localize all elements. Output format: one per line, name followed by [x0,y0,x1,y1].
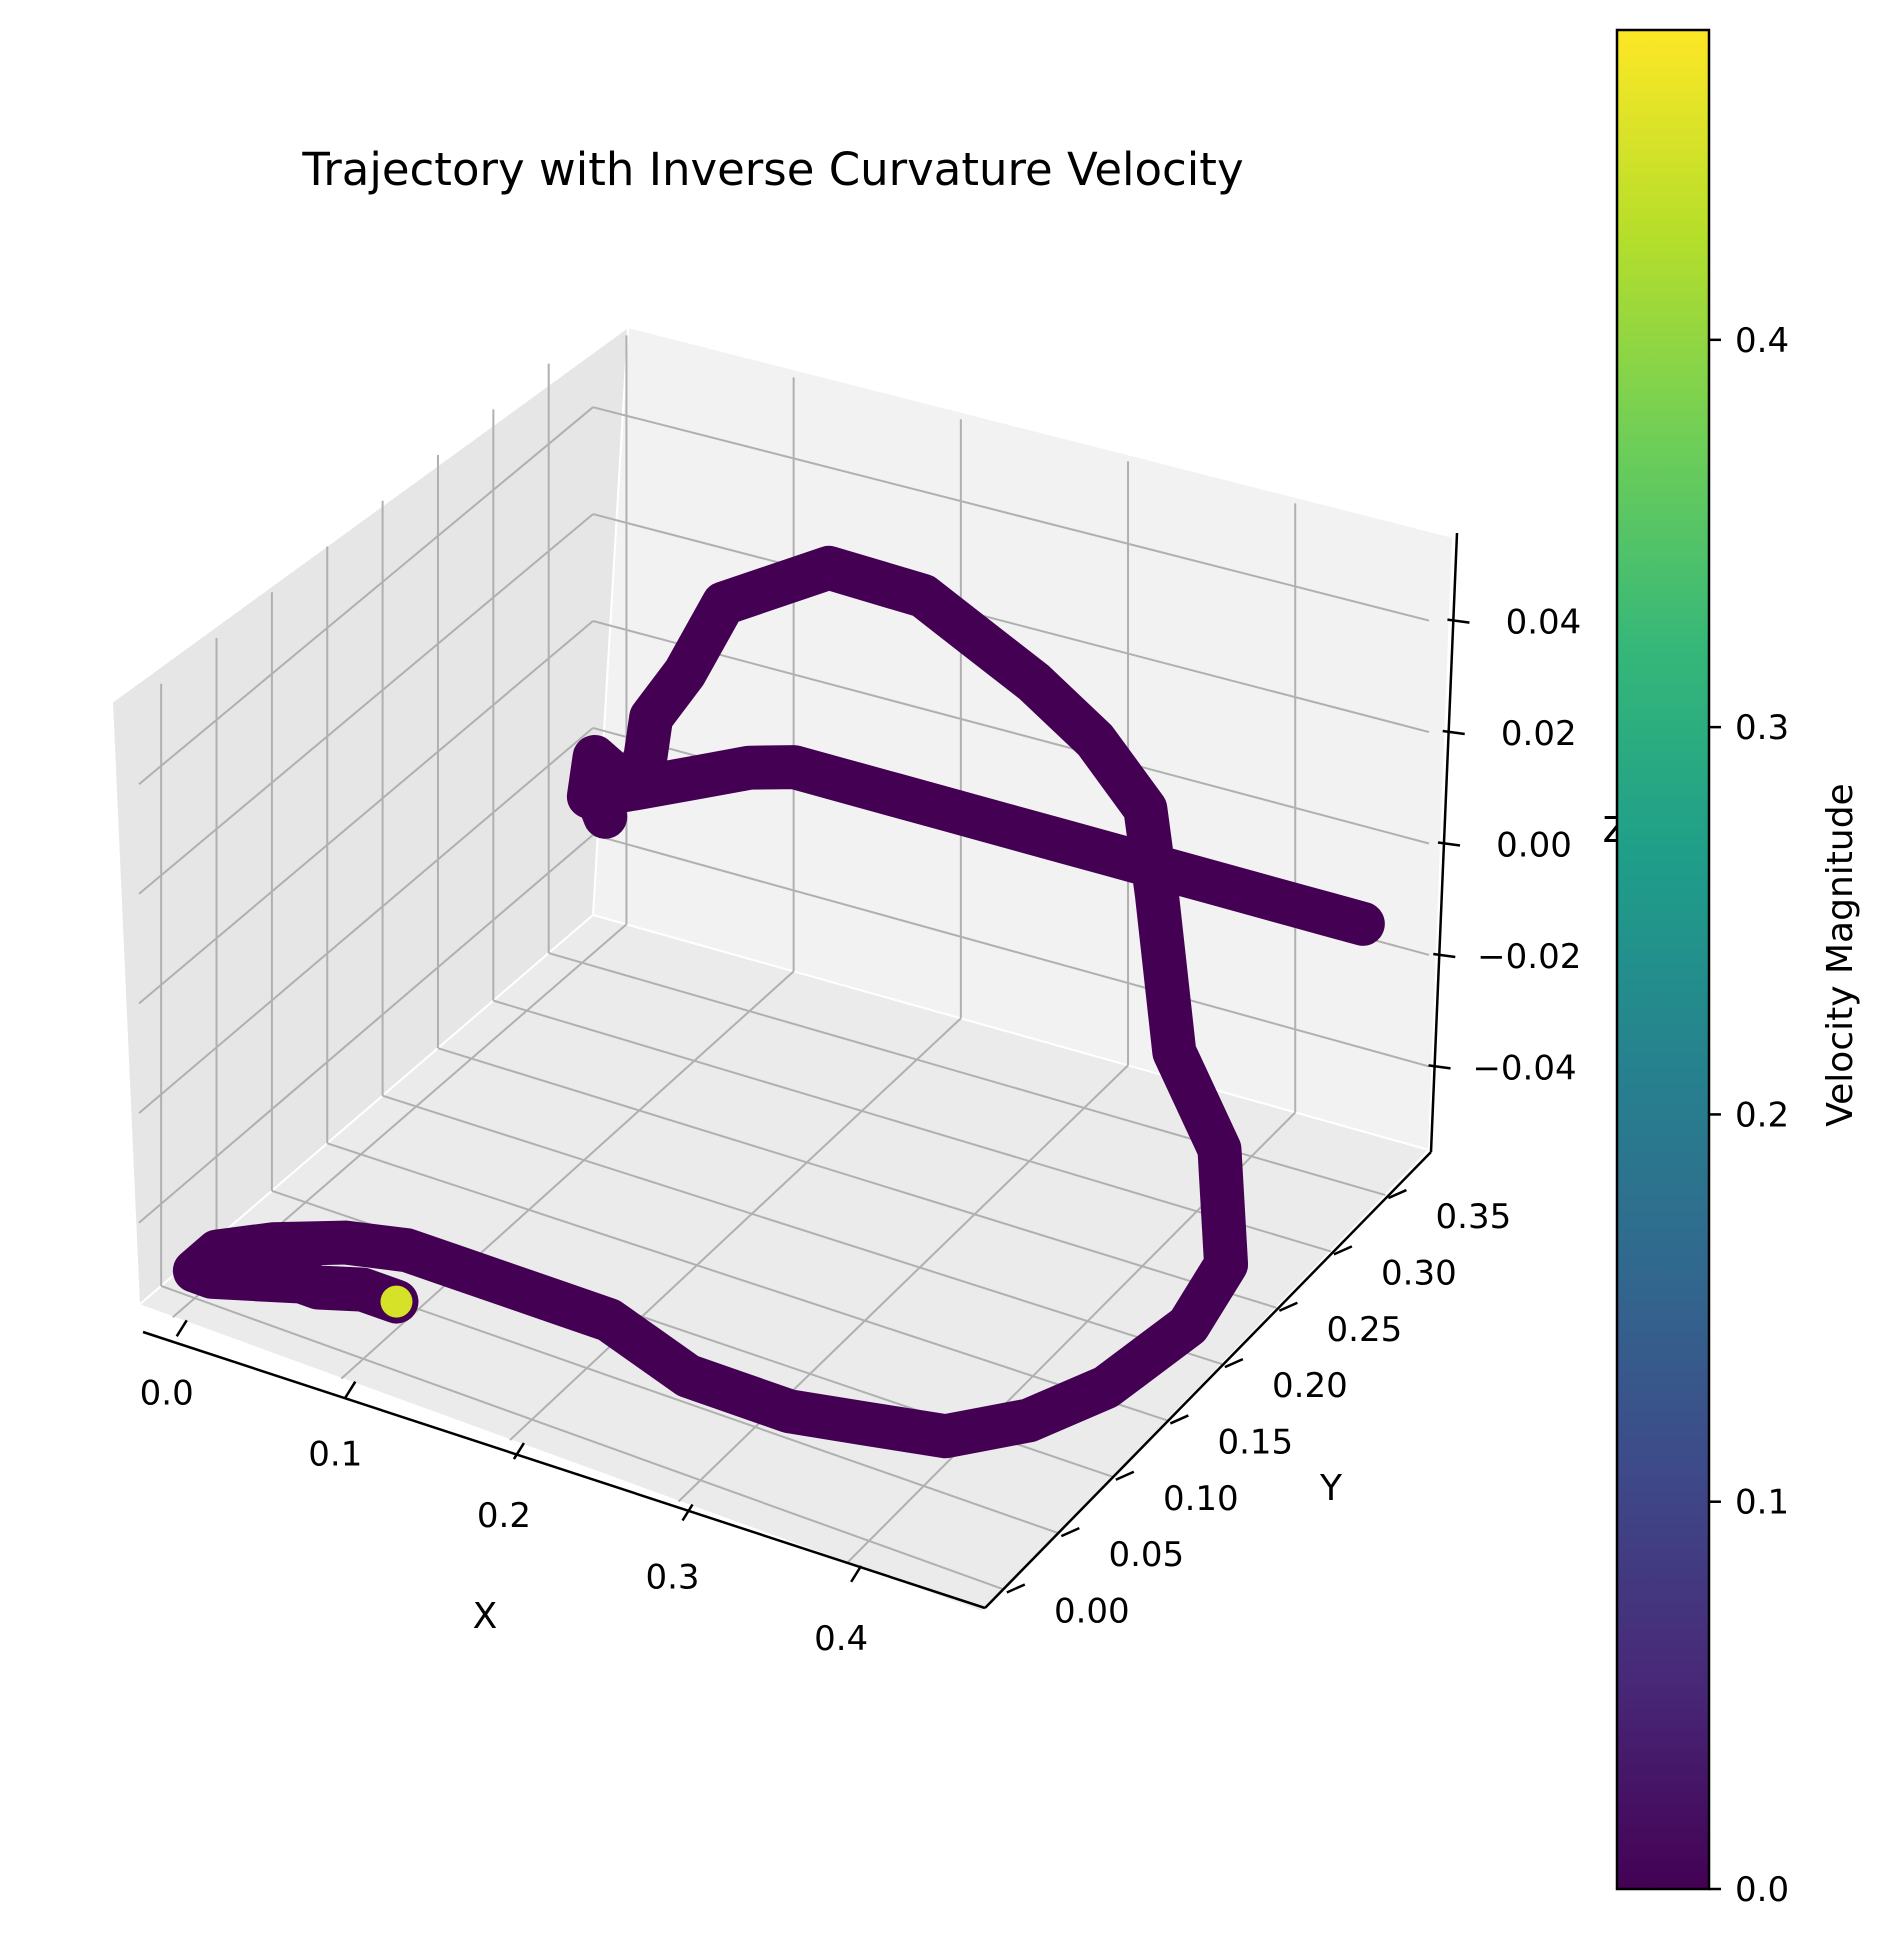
y-tick-mark [1060,1526,1080,1538]
x-tick-label: 0.4 [814,1619,868,1659]
axes-panes [110,324,1455,1614]
x-tick-mark [681,1503,694,1522]
z-ticks: −0.04 −0.02 0.00 0.02 0.04 [1428,603,1582,1088]
y-tick-mark [1169,1414,1189,1425]
y-axis-label: Y [1319,1468,1343,1509]
trajectory-point [380,1285,413,1318]
x-axis-line [142,1330,986,1610]
gridline-x-floor [509,1017,962,1441]
gridline-y-floor [160,1285,1005,1591]
x-tick-mark [850,1565,863,1583]
gridline-z-left [138,406,594,785]
colorbar-tick-label: 0.3 [1735,708,1789,748]
x-tick-mark [512,1442,525,1460]
z-tick-label: 0.00 [1496,826,1572,866]
y-ticks: 0.00 0.05 0.10 0.15 0.20 0.25 0.30 0.35 [1006,1188,1512,1631]
x-tick-label: 0.2 [477,1496,531,1536]
colorbar-ticks: 0.0 0.1 0.2 0.3 0.4 [1709,321,1789,1910]
y-tick-label: 0.05 [1108,1535,1184,1575]
floor-pane [137,913,1431,1614]
z-tick-label: 0.02 [1501,714,1577,754]
gridline-y-floor [437,1047,1277,1309]
gridline-z-left [138,620,594,1005]
z-tick-mark [1433,952,1456,959]
gridline-z-back [592,406,1430,622]
y-tick-label: 0.30 [1381,1253,1457,1293]
y-tick-label: 0.00 [1054,1591,1130,1631]
x-tick-mark [344,1381,357,1399]
y-tick-label: 0.15 [1217,1422,1293,1462]
colorbar-tick-label: 0.1 [1735,1483,1789,1523]
x-axis-label: X [473,1596,498,1637]
gridline-x-floor [677,1064,1129,1503]
y-tick-mark [1006,1583,1026,1594]
gridline-y-floor [382,1094,1223,1366]
colorbar-tick-label: 0.2 [1735,1095,1789,1135]
gridline-z-back [592,513,1430,734]
y-tick-mark [1224,1357,1244,1369]
colorbar-label: Velocity Magnitude [1820,783,1861,1126]
x-ticks: 0.0 0.1 0.2 0.3 0.4 [140,1319,868,1659]
gridline-y-floor [493,999,1332,1253]
z-tick-mark [1447,618,1470,624]
y-tick-label: 0.35 [1436,1197,1512,1237]
y-tick-label: 0.20 [1272,1366,1348,1406]
gridline-x-floor [340,970,795,1380]
colorbar-gradient [1615,28,1711,1891]
z-tick-mark [1442,729,1465,736]
gridline-z-left [138,727,594,1114]
x-tick-label: 0.3 [645,1557,699,1597]
x-tick-label: 0.0 [140,1373,194,1413]
gridline-z-back [592,833,1430,1068]
x-tick-label: 0.1 [308,1435,362,1475]
y-tick-mark [1387,1188,1407,1200]
trajectory [172,545,1385,1459]
gridline-z-left [138,834,594,1224]
gridline-y-floor [548,952,1386,1197]
z-tick-label: 0.04 [1506,603,1582,643]
z-tick-label: −0.02 [1477,937,1581,977]
z-tick-mark [1428,1064,1451,1070]
z-tick-mark [1437,841,1461,847]
colorbar-tick-label: 0.4 [1735,321,1789,361]
gridline-z-back [592,620,1430,845]
z-tick-label: −0.04 [1472,1048,1576,1088]
y-tick-label: 0.25 [1327,1310,1403,1350]
colorbar-tick-label: 0.0 [1735,1870,1789,1910]
y-tick-mark [1278,1301,1298,1312]
colorbar: 0.0 0.1 0.2 0.3 0.4 Velocity Magnitude [1615,28,1861,1910]
x-tick-mark [175,1319,188,1337]
y-tick-mark [1333,1245,1353,1256]
gridline-z-left [138,513,594,895]
chart-title: Trajectory with Inverse Curvature Veloci… [301,143,1243,196]
gridline-y-floor [326,1142,1168,1422]
y-tick-mark [1115,1470,1135,1481]
y-axis-line [984,1151,1432,1609]
y-tick-label: 0.10 [1163,1479,1239,1519]
trajectory-line [172,545,1385,1459]
